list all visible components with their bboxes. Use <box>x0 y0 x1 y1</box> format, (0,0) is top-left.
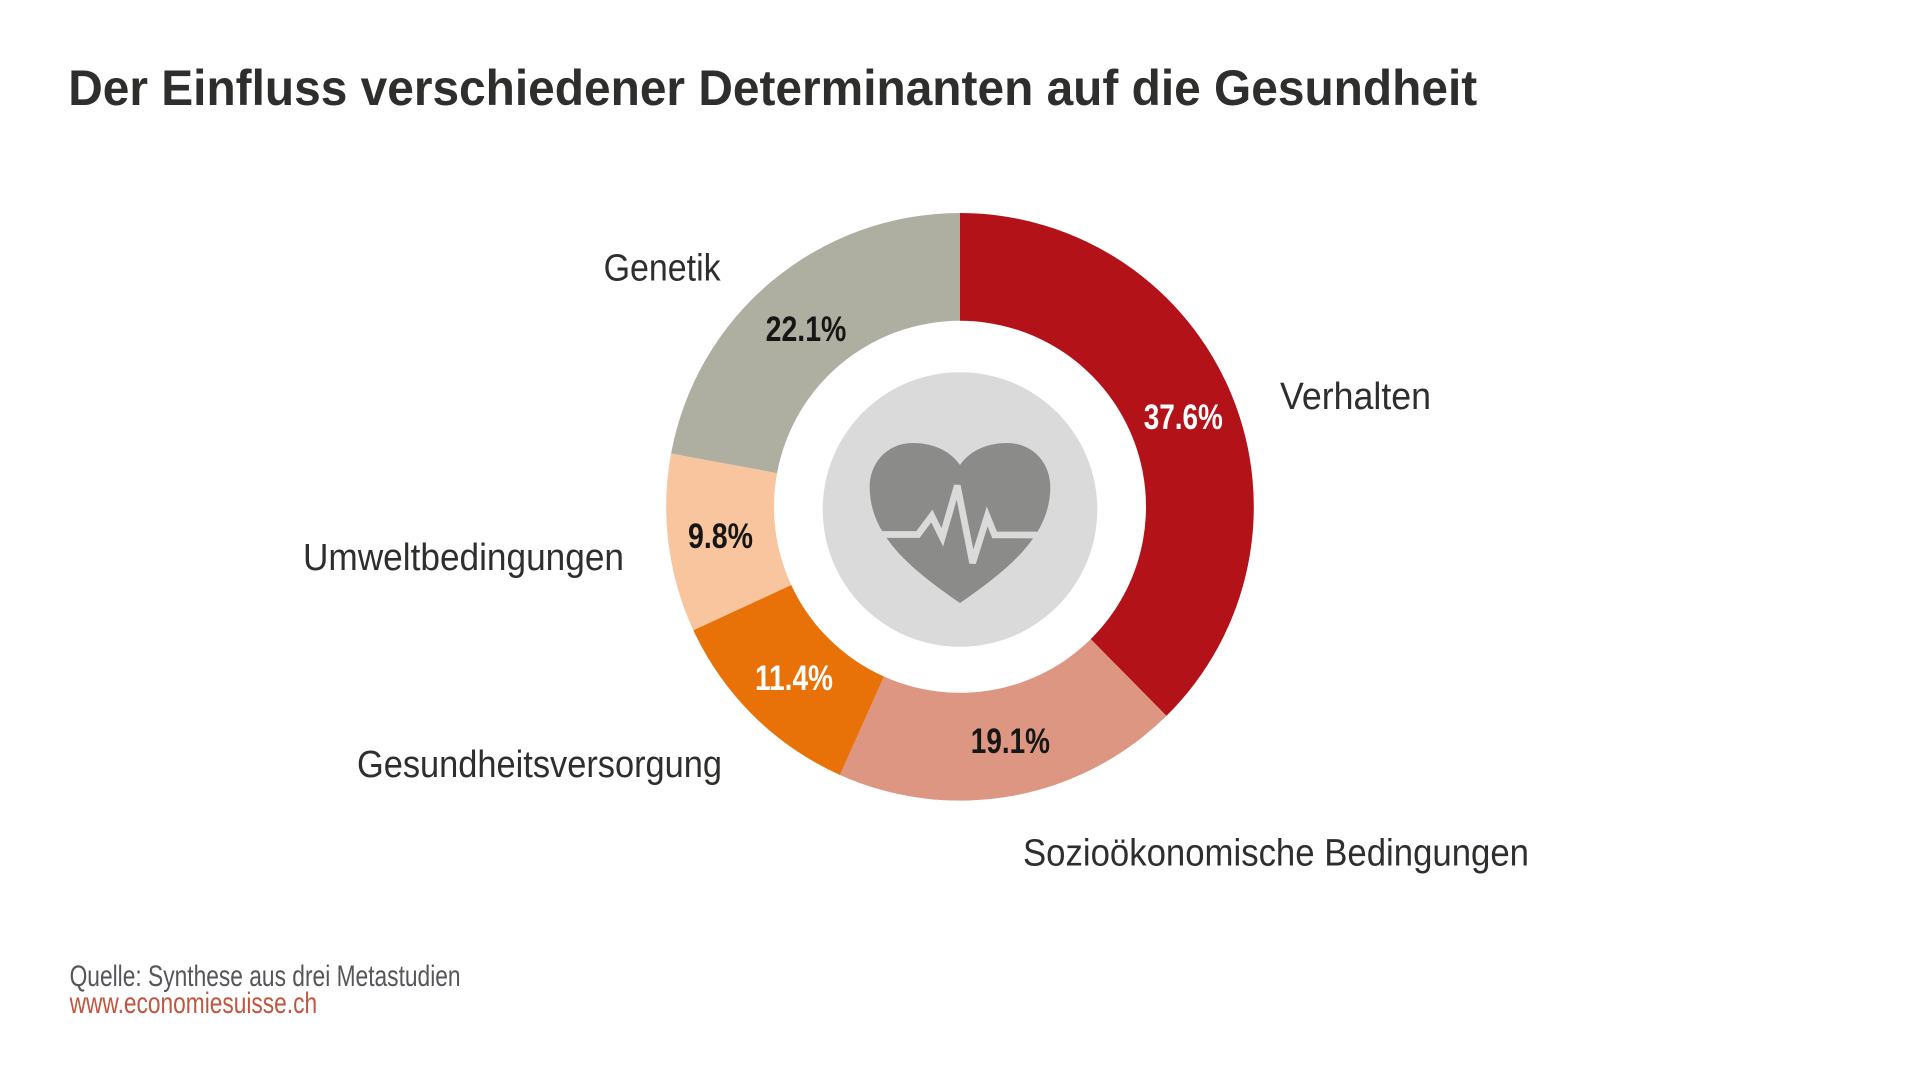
svg-text:11.4%: 11.4% <box>755 659 833 698</box>
svg-text:Gesundheitsversorgung: Gesundheitsversorgung <box>357 744 722 786</box>
svg-text:37.6%: 37.6% <box>1144 398 1223 437</box>
svg-text:9.8%: 9.8% <box>688 517 753 556</box>
svg-text:Der Einfluss verschiedener Det: Der Einfluss verschiedener Determinanten… <box>68 60 1477 116</box>
svg-text:Sozioökonomische Bedingungen: Sozioökonomische Bedingungen <box>1023 833 1529 875</box>
svg-text:Quelle: Synthese aus drei Meta: Quelle: Synthese aus drei Metastudien <box>70 960 461 993</box>
svg-text:Umweltbedingungen: Umweltbedingungen <box>303 537 624 579</box>
svg-text:22.1%: 22.1% <box>766 310 847 349</box>
svg-text:19.1%: 19.1% <box>971 722 1050 761</box>
svg-text:Genetik: Genetik <box>604 248 722 290</box>
svg-text:www.economiesuisse.ch: www.economiesuisse.ch <box>69 987 317 1020</box>
svg-text:Verhalten: Verhalten <box>1280 376 1431 418</box>
